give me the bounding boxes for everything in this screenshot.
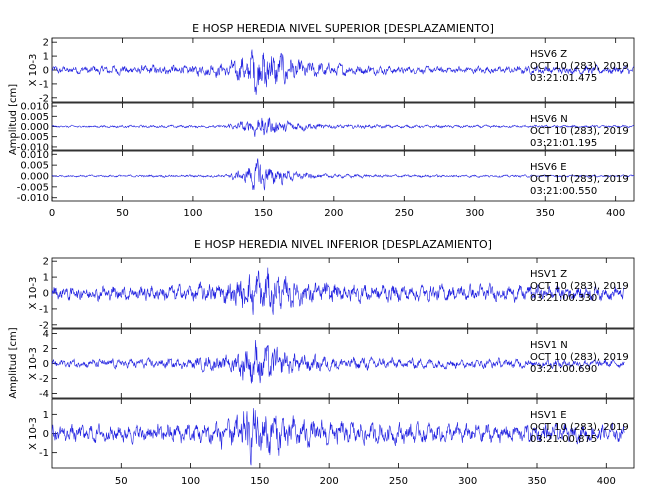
- time-label: 03:21:00.550: [530, 186, 597, 197]
- y-tick-label: 0.000: [20, 122, 49, 133]
- scale-label: X 10-3: [28, 54, 39, 87]
- x-tick-label: 400: [606, 208, 625, 219]
- x-tick-label: 400: [597, 476, 616, 487]
- time-label: 03:21:01.475: [530, 73, 597, 84]
- station-label: HSV6 N: [530, 114, 568, 125]
- y-tick-label: -0.005: [17, 132, 49, 143]
- waveform-line: [51, 267, 625, 315]
- y-tick-label: -1: [39, 304, 49, 315]
- waveform-line: [51, 158, 635, 191]
- time-label: 03:21:00.330: [530, 293, 597, 304]
- y-axis-label: Amplitud [cm]: [8, 84, 19, 155]
- y-tick-label: 0: [43, 429, 49, 440]
- y-tick-label: -0.010: [17, 142, 49, 153]
- y-tick-label: 0.010: [20, 102, 49, 113]
- y-tick-label: 0.005: [20, 112, 49, 123]
- y-tick-label: 1: [43, 273, 49, 284]
- scale-label: X 10-3: [28, 277, 39, 310]
- x-tick-label: 350: [527, 476, 546, 487]
- waveform-line: [51, 49, 635, 95]
- y-tick-label: 1: [43, 410, 49, 421]
- time-label: 03:21:00.875: [530, 434, 597, 445]
- y-tick-label: -2: [39, 374, 49, 385]
- x-tick-label: 50: [116, 208, 129, 219]
- time-label: 03:21:00.690: [530, 364, 597, 375]
- y-tick-label: 1: [43, 52, 49, 63]
- y-tick-label: 2: [43, 257, 49, 268]
- figure-2: E HOSP HEREDIA NIVEL INFERIOR [DESPLAZAM…: [8, 238, 635, 487]
- waveform-line: [51, 117, 635, 137]
- y-tick-label: 0.005: [20, 161, 49, 172]
- x-tick-label: 250: [389, 476, 408, 487]
- y-tick-label: -1: [39, 448, 49, 459]
- x-tick-label: 200: [324, 208, 343, 219]
- x-tick-label: 300: [465, 208, 484, 219]
- x-tick-label: 150: [254, 208, 273, 219]
- y-tick-label: -1: [39, 79, 49, 90]
- figure-title: E HOSP HEREDIA NIVEL INFERIOR [DESPLAZAM…: [194, 238, 492, 251]
- x-tick-label: 350: [536, 208, 555, 219]
- y-tick-label: -0.010: [17, 193, 49, 204]
- time-label: 03:21:01.195: [530, 138, 597, 149]
- date-label: OCT 10 (283), 2019: [530, 174, 629, 185]
- station-label: HSV1 N: [530, 340, 568, 351]
- y-tick-label: -4: [39, 389, 49, 400]
- date-label: OCT 10 (283), 2019: [530, 352, 629, 363]
- x-tick-label: 250: [395, 208, 414, 219]
- y-axis-label: Amplitud [cm]: [8, 327, 19, 398]
- y-tick-label: 4: [43, 329, 49, 340]
- date-label: OCT 10 (283), 2019: [530, 422, 629, 433]
- x-tick-label: 100: [183, 208, 202, 219]
- x-tick-label: 150: [250, 476, 269, 487]
- x-tick-label: 100: [181, 476, 200, 487]
- figure-title: E HOSP HEREDIA NIVEL SUPERIOR [DESPLAZAM…: [192, 22, 494, 35]
- station-label: HSV6 Z: [530, 49, 567, 60]
- y-tick-label: -0.005: [17, 182, 49, 193]
- y-tick-label: -2: [39, 93, 49, 104]
- y-tick-label: 0.010: [20, 150, 49, 161]
- station-label: HSV6 E: [530, 162, 567, 173]
- waveform-line: [51, 339, 625, 384]
- date-label: OCT 10 (283), 2019: [530, 61, 629, 72]
- station-label: HSV1 Z: [530, 269, 567, 280]
- station-label: HSV1 E: [530, 410, 567, 421]
- waveform-line: [51, 408, 625, 466]
- y-tick-label: 2: [43, 38, 49, 49]
- y-tick-label: 2: [43, 344, 49, 355]
- y-tick-label: 0: [43, 66, 49, 77]
- scale-label: X 10-3: [28, 347, 39, 380]
- y-tick-label: 0: [43, 359, 49, 370]
- y-tick-label: -2: [39, 320, 49, 331]
- date-label: OCT 10 (283), 2019: [530, 281, 629, 292]
- x-tick-label: 0: [49, 208, 55, 219]
- x-tick-label: 300: [458, 476, 477, 487]
- y-tick-label: 0: [43, 289, 49, 300]
- scale-label: X 10-3: [28, 417, 39, 450]
- figure-1: E HOSP HEREDIA NIVEL SUPERIOR [DESPLAZAM…: [8, 22, 635, 219]
- y-tick-label: 0.000: [20, 172, 49, 183]
- date-label: OCT 10 (283), 2019: [530, 126, 629, 137]
- x-tick-label: 50: [115, 476, 128, 487]
- x-tick-label: 200: [320, 476, 339, 487]
